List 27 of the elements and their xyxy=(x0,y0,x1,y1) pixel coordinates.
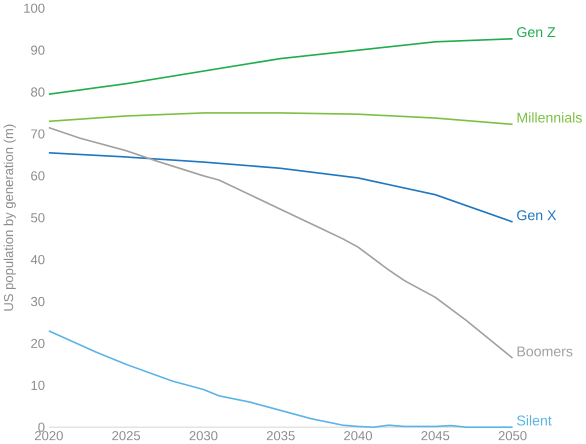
x-tick-label: 2045 xyxy=(421,431,450,440)
line-series xyxy=(48,330,514,428)
y-tick-label: 10 xyxy=(31,380,45,390)
y-tick-label: 40 xyxy=(30,255,45,264)
y-axis-title: US population by generation (m) xyxy=(4,124,16,311)
series-label: Boomers xyxy=(518,346,572,356)
y-tick-label: 70 xyxy=(31,129,45,139)
series-label: Silent xyxy=(517,415,552,426)
x-tick-label: 2040 xyxy=(344,431,372,440)
x-tick-label: 2050 xyxy=(498,431,527,440)
y-tick-label: 20 xyxy=(31,338,45,348)
series-label: Millennials xyxy=(518,112,582,123)
line-series xyxy=(48,112,514,126)
x-tick-label: 2025 xyxy=(112,431,140,440)
y-tick-label: 30 xyxy=(30,296,45,306)
x-tick-label: 2020 xyxy=(34,431,63,440)
y-tick-label: 100 xyxy=(24,4,45,13)
series-label: Gen X xyxy=(517,210,556,220)
y-tick-label: 50 xyxy=(31,213,45,222)
x-tick-label: 2035 xyxy=(266,431,295,440)
series-label: Gen Z xyxy=(517,27,556,38)
y-tick-label: 0 xyxy=(38,422,45,432)
y-tick-label: 60 xyxy=(31,171,45,180)
line-series xyxy=(48,152,514,223)
y-tick-label: 90 xyxy=(31,46,45,55)
y-tick-label: 80 xyxy=(31,87,45,97)
x-tick-label: 2030 xyxy=(190,431,218,440)
